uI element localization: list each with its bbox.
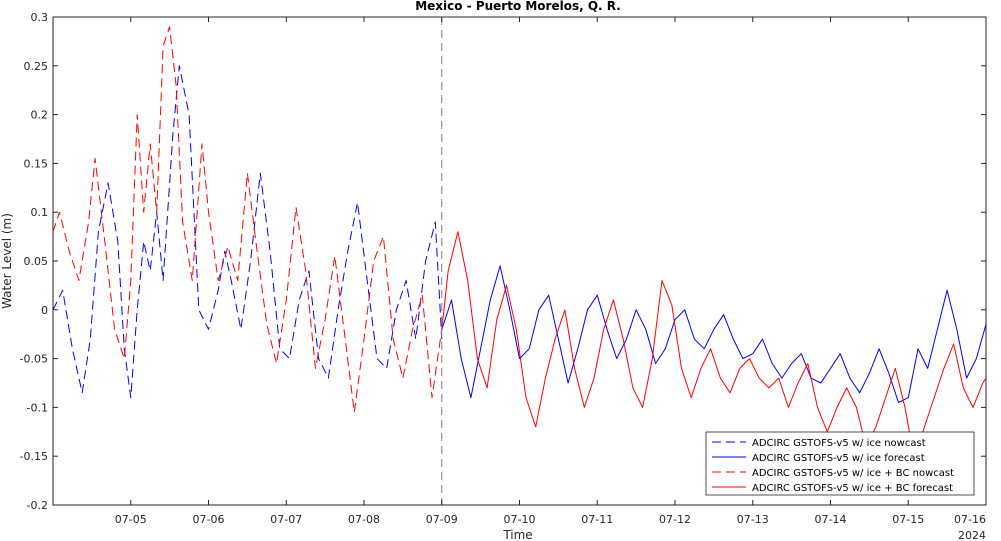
- y-axis: -0.2 -0.15 -0.1 -0.05 0 0.05 0.1 0.15 0.2 0.25 0.3: [20, 11, 986, 512]
- y-tick-label: 0.2: [31, 109, 49, 122]
- x-tick-label: 07-15: [892, 513, 924, 526]
- x-tick-label: 07-11: [581, 513, 613, 526]
- legend-label: ADCIRC GSTOFS-v5 w/ ice nowcast: [752, 438, 926, 449]
- x-axis: 07-05 07-06 07-07 07-08 07-09 07-10 07-11 07-12…: [115, 17, 987, 526]
- y-tick-label: 0.05: [24, 255, 49, 268]
- x-tick-label: 07-12: [659, 513, 691, 526]
- legend-label: ADCIRC GSTOFS-v5 w/ ice forecast: [752, 453, 925, 464]
- x-tick-label: 07-06: [193, 513, 225, 526]
- x-axis-title: Time: [502, 528, 532, 541]
- x-tick-label: 07-08: [348, 513, 380, 526]
- x-tick-label: 07-09: [426, 513, 458, 526]
- y-tick-label: 0.3: [31, 11, 49, 24]
- y-tick-label: 0: [41, 304, 48, 317]
- y-tick-label: -0.2: [27, 499, 48, 512]
- x-tick-label: 07-16: [954, 513, 986, 526]
- legend-label: ADCIRC GSTOFS-v5 w/ ice + BC forecast: [752, 483, 953, 494]
- y-axis-title: Water Level (m): [0, 213, 14, 309]
- y-tick-label: 0.15: [24, 157, 49, 170]
- series-line-adcirc-gstofs-v5-w-ice-bc-nowcast: [52, 26, 443, 413]
- legend: ADCIRC GSTOFS-v5 w/ ice nowcast ADCIRC GS…: [705, 431, 975, 496]
- series-layer: [52, 26, 987, 462]
- y-tick-label: 0.1: [31, 206, 49, 219]
- series-line-adcirc-gstofs-v5-w-ice-nowcast: [52, 65, 443, 399]
- y-tick-label: 0.25: [24, 60, 49, 73]
- year-label: 2024: [958, 529, 986, 541]
- x-tick-label: 07-10: [504, 513, 536, 526]
- series-line-adcirc-gstofs-v5-w-ice-forecast: [441, 265, 987, 403]
- y-tick-label: -0.05: [20, 353, 48, 366]
- x-tick-label: 07-07: [270, 513, 302, 526]
- y-tick-label: -0.15: [20, 450, 48, 463]
- y-tick-label: -0.1: [27, 401, 48, 414]
- chart-title: Mexico - Puerto Morelos, Q. R.: [415, 0, 621, 13]
- x-tick-label: 07-05: [115, 513, 147, 526]
- x-tick-label: 07-14: [815, 513, 847, 526]
- legend-box: [705, 431, 975, 496]
- legend-label: ADCIRC GSTOFS-v5 w/ ice + BC nowcast: [752, 468, 954, 479]
- series-line-adcirc-gstofs-v5-w-ice-bc-forecast: [441, 231, 987, 462]
- x-tick-label: 07-13: [737, 513, 769, 526]
